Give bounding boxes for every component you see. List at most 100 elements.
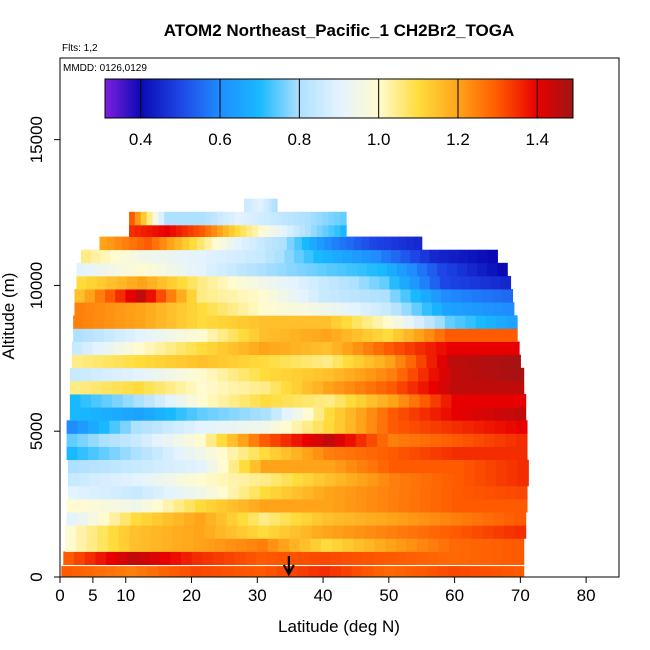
heatmap-cell xyxy=(420,485,432,500)
heatmap-cell xyxy=(145,315,157,329)
heatmap-cell xyxy=(360,302,372,316)
heatmap-cell xyxy=(345,485,357,500)
heatmap-cell xyxy=(255,551,268,566)
heatmap-cell xyxy=(67,459,80,474)
heatmap-cell xyxy=(259,446,271,461)
heatmap-cell xyxy=(168,249,179,264)
heatmap-cell xyxy=(86,275,98,290)
heatmap-cell xyxy=(378,472,390,487)
heatmap-cell xyxy=(369,275,380,290)
heatmap-cell xyxy=(405,566,417,577)
heatmap-cell xyxy=(459,538,471,552)
heatmap-cell xyxy=(446,341,458,356)
heatmap-cell xyxy=(222,566,234,577)
heatmap-cell xyxy=(483,302,494,316)
heatmap-cell xyxy=(491,566,503,577)
heatmap-cell xyxy=(69,367,82,382)
heatmap-cell xyxy=(505,485,517,500)
heatmap-cell xyxy=(340,223,347,237)
heatmap-cell xyxy=(155,315,167,329)
heatmap-cell xyxy=(384,236,393,251)
heatmap-cell xyxy=(354,380,366,395)
heatmap-cell xyxy=(98,433,110,447)
heatmap-cell xyxy=(248,275,259,290)
heatmap-cell xyxy=(502,380,514,395)
heatmap-cell xyxy=(176,262,188,277)
heatmap-cell xyxy=(258,315,270,329)
heatmap-cell xyxy=(207,354,219,369)
heatmap-cell xyxy=(397,262,408,277)
heatmap-cell xyxy=(159,551,171,566)
heatmap-cell xyxy=(176,289,188,303)
heatmap-cell xyxy=(335,472,347,487)
heatmap-cell xyxy=(114,236,123,251)
heatmap-cell xyxy=(494,446,507,461)
heatmap-cell xyxy=(424,315,436,329)
heatmap-cell xyxy=(389,459,401,474)
heatmap-cell xyxy=(248,499,260,513)
heatmap-cell xyxy=(110,249,121,264)
heatmap-cell xyxy=(225,538,237,552)
heatmap-cell xyxy=(78,459,90,474)
heatmap-cell xyxy=(172,525,184,539)
heatmap-cell xyxy=(320,328,332,342)
heatmap-cell xyxy=(373,566,385,577)
heatmap-cell xyxy=(211,223,218,237)
heatmap-cell xyxy=(293,211,300,226)
heatmap-cell xyxy=(174,236,183,251)
heatmap-cell xyxy=(356,394,368,408)
heatmap-cell xyxy=(207,302,219,316)
heatmap-cell xyxy=(290,354,302,369)
heatmap-cell xyxy=(142,485,154,500)
heatmap-cell xyxy=(215,525,227,539)
heatmap-cell xyxy=(186,302,198,316)
heatmap-cell xyxy=(186,262,198,277)
heatmap-cell xyxy=(279,315,291,329)
heatmap-cell xyxy=(385,538,397,552)
heatmap-cell xyxy=(440,407,453,421)
heatmap-cell xyxy=(484,420,496,434)
heatmap-cell xyxy=(147,566,159,577)
heatmap-cell xyxy=(181,223,189,237)
heatmap-cell xyxy=(199,211,206,226)
heatmap-cell xyxy=(120,446,132,461)
heatmap-cell xyxy=(196,472,208,487)
heatmap-cell xyxy=(425,341,437,356)
heatmap-cell xyxy=(260,459,272,474)
heatmap-cell xyxy=(356,459,369,474)
heatmap-cell xyxy=(259,198,263,213)
heatmap-cell xyxy=(462,394,474,408)
heatmap-cell xyxy=(352,341,364,356)
heatmap-cell xyxy=(472,512,484,526)
heatmap-cell xyxy=(475,315,487,329)
heatmap-cell xyxy=(129,538,141,552)
heatmap-cell xyxy=(196,367,208,382)
heatmap-cell xyxy=(61,566,73,577)
heatmap-cell xyxy=(185,380,198,395)
heatmap-cell xyxy=(354,236,363,251)
heatmap-cell xyxy=(468,249,479,264)
heatmap-cell xyxy=(155,289,167,303)
heatmap-cell xyxy=(470,538,482,552)
heatmap-cell xyxy=(260,472,272,487)
heatmap-cell xyxy=(163,485,176,500)
heatmap-cell xyxy=(133,367,145,382)
heatmap-cell xyxy=(313,485,325,500)
heatmap-cell xyxy=(101,367,113,382)
heatmap-cell xyxy=(129,236,138,251)
heatmap-cell xyxy=(196,341,208,356)
heatmap-cell xyxy=(502,566,514,577)
heatmap-cell xyxy=(106,236,116,251)
heatmap-cell xyxy=(442,472,454,487)
heatmap-cell xyxy=(430,485,443,500)
heatmap-cell xyxy=(452,302,464,316)
heatmap-cell xyxy=(207,275,219,290)
heatmap-cell xyxy=(429,249,440,264)
heatmap-cell xyxy=(213,551,225,566)
heatmap-cell xyxy=(372,315,384,329)
heatmap-cell xyxy=(216,433,228,447)
heatmap-cell xyxy=(291,420,303,434)
heatmap-cell xyxy=(97,525,109,539)
heatmap-cell xyxy=(436,354,448,369)
heatmap-cell xyxy=(459,566,471,577)
